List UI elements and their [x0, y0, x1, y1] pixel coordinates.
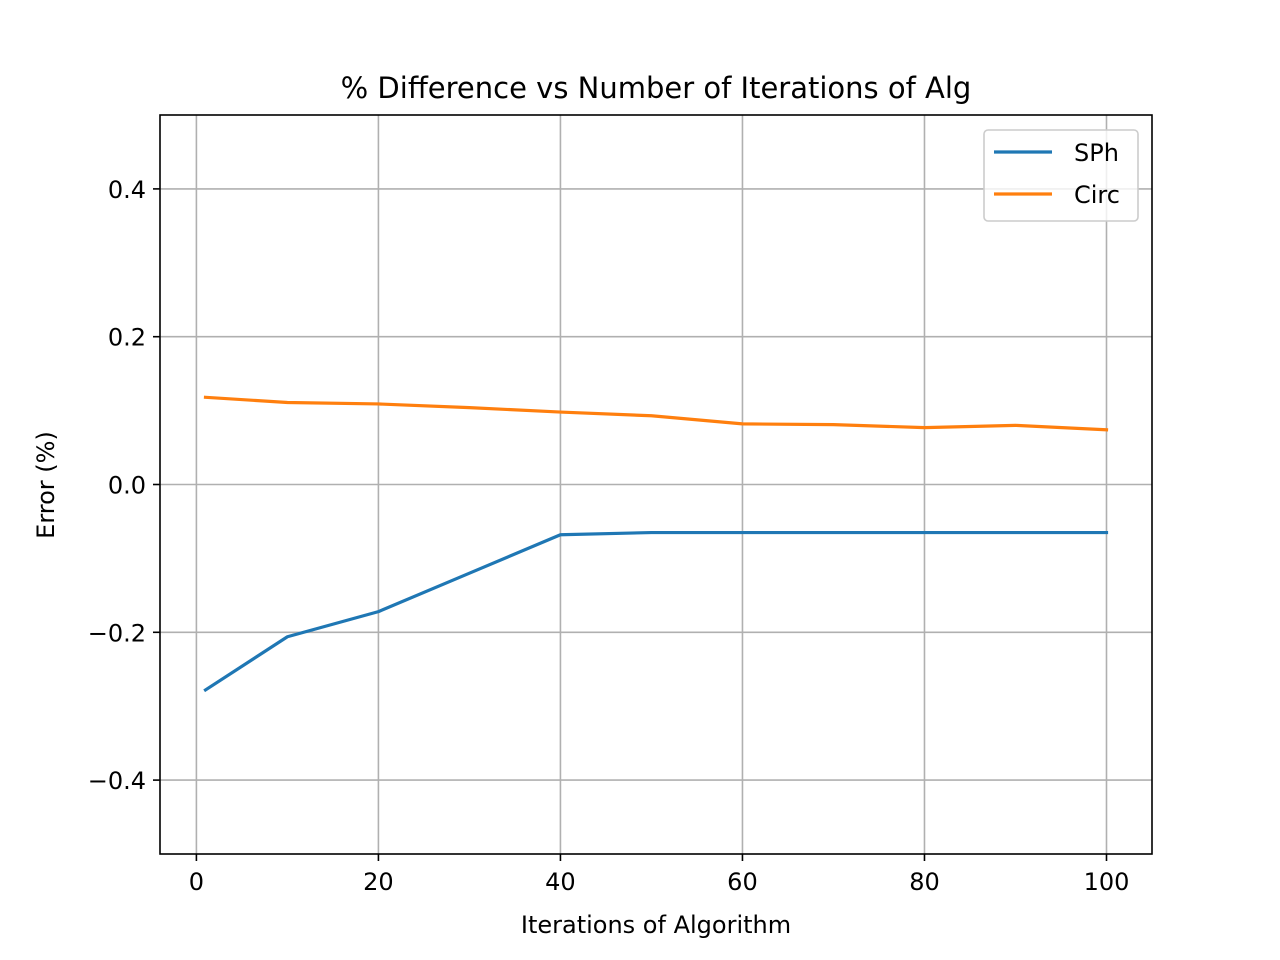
y-tick-label: −0.2	[88, 619, 146, 647]
y-tick-label: 0.4	[108, 176, 146, 204]
y-tick-label: 0.0	[108, 472, 146, 500]
series-line-sph	[203, 530, 1109, 693]
x-tick-label: 20	[363, 868, 394, 896]
y-axis-label: Error (%)	[32, 431, 60, 539]
series-layer	[203, 395, 1109, 693]
chart-title: % Difference vs Number of Iterations of …	[341, 71, 972, 105]
series-line-circ	[203, 395, 1109, 432]
x-axis-label: Iterations of Algorithm	[521, 911, 791, 939]
y-tick-label: 0.2	[108, 324, 146, 352]
y-tick-label: −0.4	[88, 767, 146, 795]
x-tick-label: 100	[1084, 868, 1130, 896]
legend-label-sph: SPh	[1074, 139, 1119, 167]
x-tick-label: 60	[727, 868, 758, 896]
legend-label-circ: Circ	[1074, 181, 1120, 209]
x-tick-label: 80	[909, 868, 940, 896]
axis-ticks: 0 20 40 60 80 100 −0.4 −0.2 0.0 0.2 0.4	[88, 176, 1130, 896]
x-tick-label: 40	[545, 868, 576, 896]
legend: SPh Circ	[983, 129, 1139, 222]
x-tick-label: 0	[189, 868, 204, 896]
